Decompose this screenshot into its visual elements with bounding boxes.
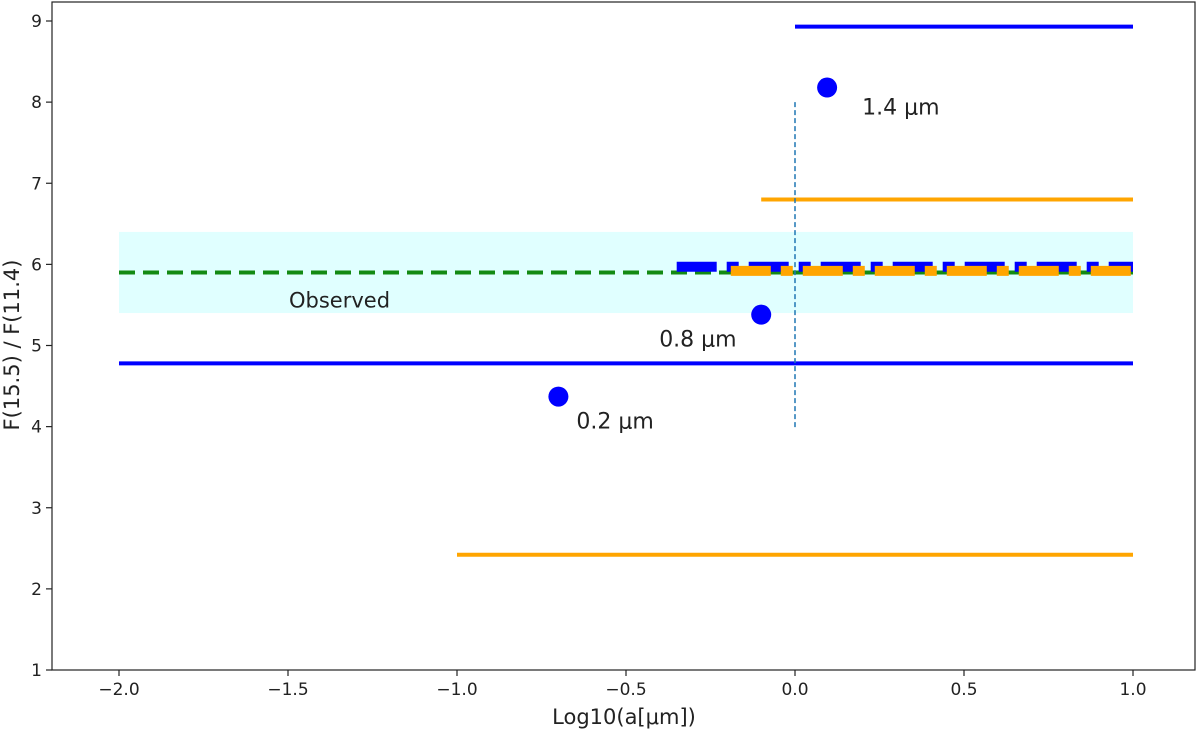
point-annotation: 0.8 μm [659,328,736,353]
y-tick-label: 2 [31,580,42,600]
data-point [817,77,838,98]
y-tick-label: 4 [31,418,42,438]
x-tick-label: −1.0 [436,680,477,700]
x-tick-label: −2.0 [98,680,139,700]
x-tick-label: −1.5 [267,680,308,700]
y-axis-label: F(15.5) / F(11.4) [0,260,24,431]
y-tick-label: 8 [31,93,42,113]
x-tick-label: 0.0 [781,680,808,700]
y-tick-label: 1 [31,661,42,681]
x-tick-label: 1.0 [1119,680,1146,700]
plot-background [52,2,1195,670]
plot-frame [51,1,1196,671]
x-tick-label: −0.5 [605,680,646,700]
x-tick-label: 0.5 [950,680,977,700]
point-annotation: 1.4 μm [862,96,939,121]
y-tick-label: 3 [31,499,42,519]
data-point [548,386,569,407]
y-tick-label: 5 [31,337,42,357]
observed-label: Observed [289,288,390,312]
data-point [751,304,772,325]
y-tick-label: 9 [31,12,42,32]
x-axis-label: Log10(a[μm]) [552,705,696,729]
y-tick-label: 6 [31,255,42,275]
y-tick-label: 7 [31,174,42,194]
point-annotation: 0.2 μm [576,410,653,435]
